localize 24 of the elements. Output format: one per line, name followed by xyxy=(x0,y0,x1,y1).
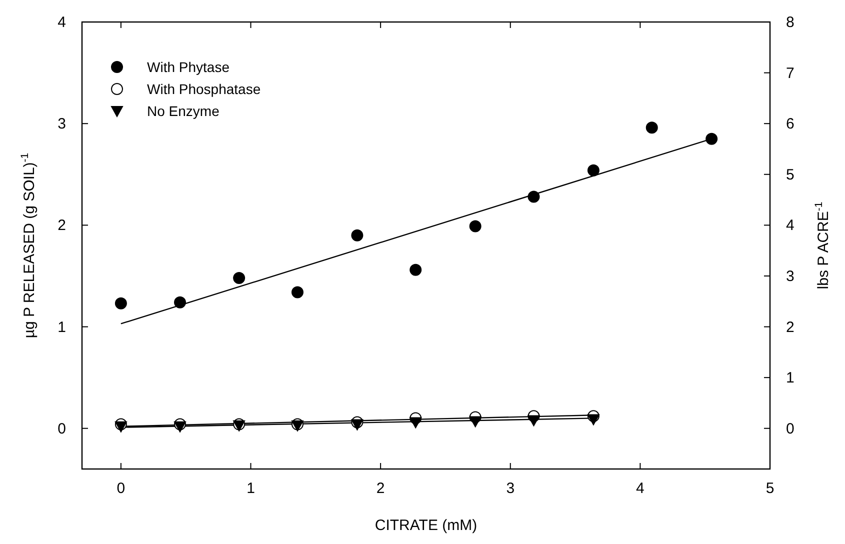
y-tick-label: 3 xyxy=(58,116,66,133)
y-tick-label: 0 xyxy=(58,420,66,438)
legend-label: No Enzyme xyxy=(147,103,220,119)
y2-tick-label: 5 xyxy=(786,166,794,184)
y-tick-label: 1 xyxy=(58,318,66,336)
x-tick-label: 2 xyxy=(376,480,385,497)
x-tick-label: 4 xyxy=(636,480,644,497)
legend-label: With Phosphatase xyxy=(147,81,261,97)
y2-tick-label: 4 xyxy=(786,217,794,234)
y2-tick-label: 8 xyxy=(786,14,794,31)
x-tick-label: 1 xyxy=(246,480,255,497)
y2-tick-label: 1 xyxy=(786,370,794,387)
x-tick-label: 3 xyxy=(506,480,515,497)
x-tick-label: 0 xyxy=(116,480,126,497)
legend-label: With Phytase xyxy=(147,59,230,75)
y2-tick-label: 0 xyxy=(786,420,794,438)
y2-tick-label: 2 xyxy=(786,318,794,336)
y2-tick-label: 7 xyxy=(786,64,794,82)
y2-tick-label: 3 xyxy=(786,268,794,285)
x-axis-title: CITRATE (mM) xyxy=(374,517,478,534)
y-tick-label: 4 xyxy=(58,14,66,31)
x-tick-label: 5 xyxy=(766,480,774,497)
y2-tick-label: 6 xyxy=(786,116,794,133)
y-tick-label: 2 xyxy=(58,217,66,234)
